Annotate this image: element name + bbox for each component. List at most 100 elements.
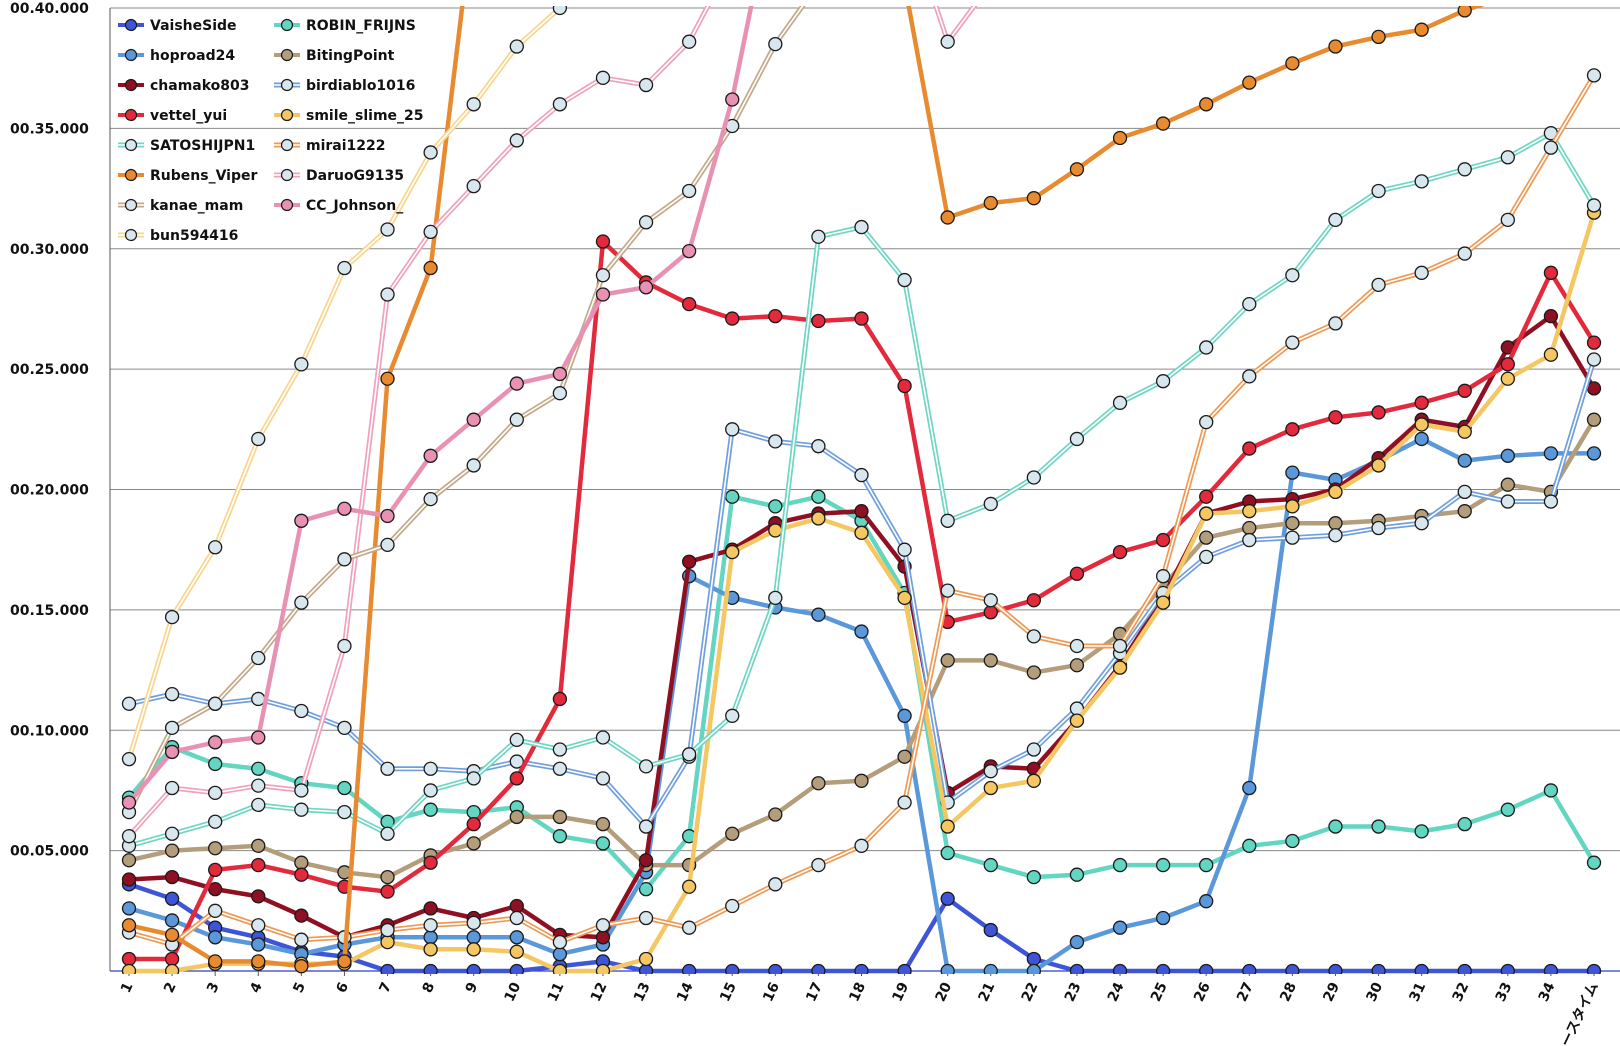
data-point [768, 434, 783, 449]
data-point [1501, 0, 1514, 2]
data-point [1285, 56, 1300, 71]
data-point [940, 210, 955, 225]
data-point [466, 458, 481, 473]
data-point [1500, 477, 1515, 492]
data-point [638, 910, 654, 926]
data-point [638, 853, 654, 868]
data-point [1414, 431, 1429, 447]
data-point [1285, 422, 1300, 437]
x-tick-label: 7 [377, 980, 396, 996]
data-point [251, 797, 266, 813]
data-point [1199, 489, 1214, 504]
data-point [1328, 484, 1343, 500]
data-point [1026, 773, 1042, 788]
data-point [1199, 530, 1214, 545]
data-point [337, 804, 352, 820]
data-point [380, 884, 395, 899]
data-point [940, 963, 955, 974]
data-point [983, 653, 998, 668]
data-point [1457, 6, 1472, 18]
data-point [1371, 183, 1386, 199]
legend-label: bun594416 [150, 228, 238, 244]
data-point [725, 708, 740, 723]
data-point [1414, 265, 1429, 280]
data-point [897, 708, 912, 723]
data-point [164, 686, 180, 702]
data-point [423, 918, 438, 933]
data-point [1371, 458, 1386, 473]
data-point [1242, 504, 1257, 519]
data-point [1242, 520, 1257, 536]
data-point [854, 838, 869, 853]
data-point [1414, 963, 1429, 974]
data-point [1457, 453, 1472, 468]
data-point [380, 371, 395, 386]
data-point [681, 963, 697, 974]
data-point [940, 845, 955, 861]
data-point [983, 496, 998, 512]
data-point [854, 311, 869, 326]
data-point [1112, 638, 1128, 654]
data-point [1586, 855, 1602, 870]
legend-label: kanae_mam [150, 198, 243, 214]
data-point [854, 624, 869, 639]
data-point [897, 590, 912, 605]
data-point [121, 853, 137, 868]
data-point [1285, 833, 1300, 849]
legend-label: chamako803 [150, 78, 250, 94]
data-point [1242, 838, 1257, 853]
data-point [1199, 963, 1214, 974]
x-tick-label: 34 [1536, 980, 1559, 1005]
legend-marker [124, 48, 138, 62]
data-point [552, 829, 568, 844]
data-point [1069, 162, 1085, 177]
data-point [251, 857, 266, 873]
legend-label: smile_slime_25 [306, 108, 424, 124]
data-point [1026, 470, 1042, 485]
data-point [768, 309, 783, 324]
data-point [1371, 29, 1386, 45]
data-point [423, 802, 438, 817]
data-point [681, 920, 697, 935]
data-point [638, 951, 654, 967]
data-point [897, 272, 912, 288]
data-point [164, 826, 180, 841]
data-point [164, 843, 180, 858]
data-point [1414, 22, 1429, 37]
data-point [251, 918, 266, 933]
legend: VaisheSide ROBIN_FRIJNS hoproad24 BitingPoi… [118, 18, 424, 244]
data-point [1500, 963, 1515, 974]
data-point [854, 773, 869, 788]
data-point [380, 963, 395, 974]
data-point [294, 357, 309, 372]
data-point [1069, 566, 1085, 581]
data-point [681, 554, 697, 569]
data-point [1155, 374, 1171, 389]
data-point [638, 819, 654, 834]
x-tick-label: 21 [976, 980, 999, 1004]
data-point [1242, 75, 1257, 90]
data-point [1026, 742, 1042, 757]
data-point [208, 881, 223, 897]
data-point [509, 376, 524, 391]
legend-label: vettel_yui [150, 108, 227, 124]
legend-marker [124, 168, 138, 182]
data-point [1285, 530, 1300, 545]
legend-label: DaruoG9135 [306, 168, 404, 184]
data-point [121, 795, 137, 810]
data-point [466, 836, 481, 851]
x-tick-label: 17 [803, 980, 826, 1004]
x-tick-label: 18 [846, 980, 869, 1004]
data-point [595, 234, 611, 249]
x-tick-label: 33 [1493, 980, 1516, 1004]
x-tick-label: 9 [463, 980, 482, 996]
data-point [1543, 494, 1559, 509]
data-point [811, 229, 826, 244]
data-point [595, 816, 611, 832]
data-point [768, 877, 783, 892]
data-point [1328, 212, 1343, 228]
data-point [1285, 499, 1300, 514]
data-point [164, 963, 180, 974]
series-line-inner [128, 6, 804, 813]
data-point [509, 910, 524, 926]
